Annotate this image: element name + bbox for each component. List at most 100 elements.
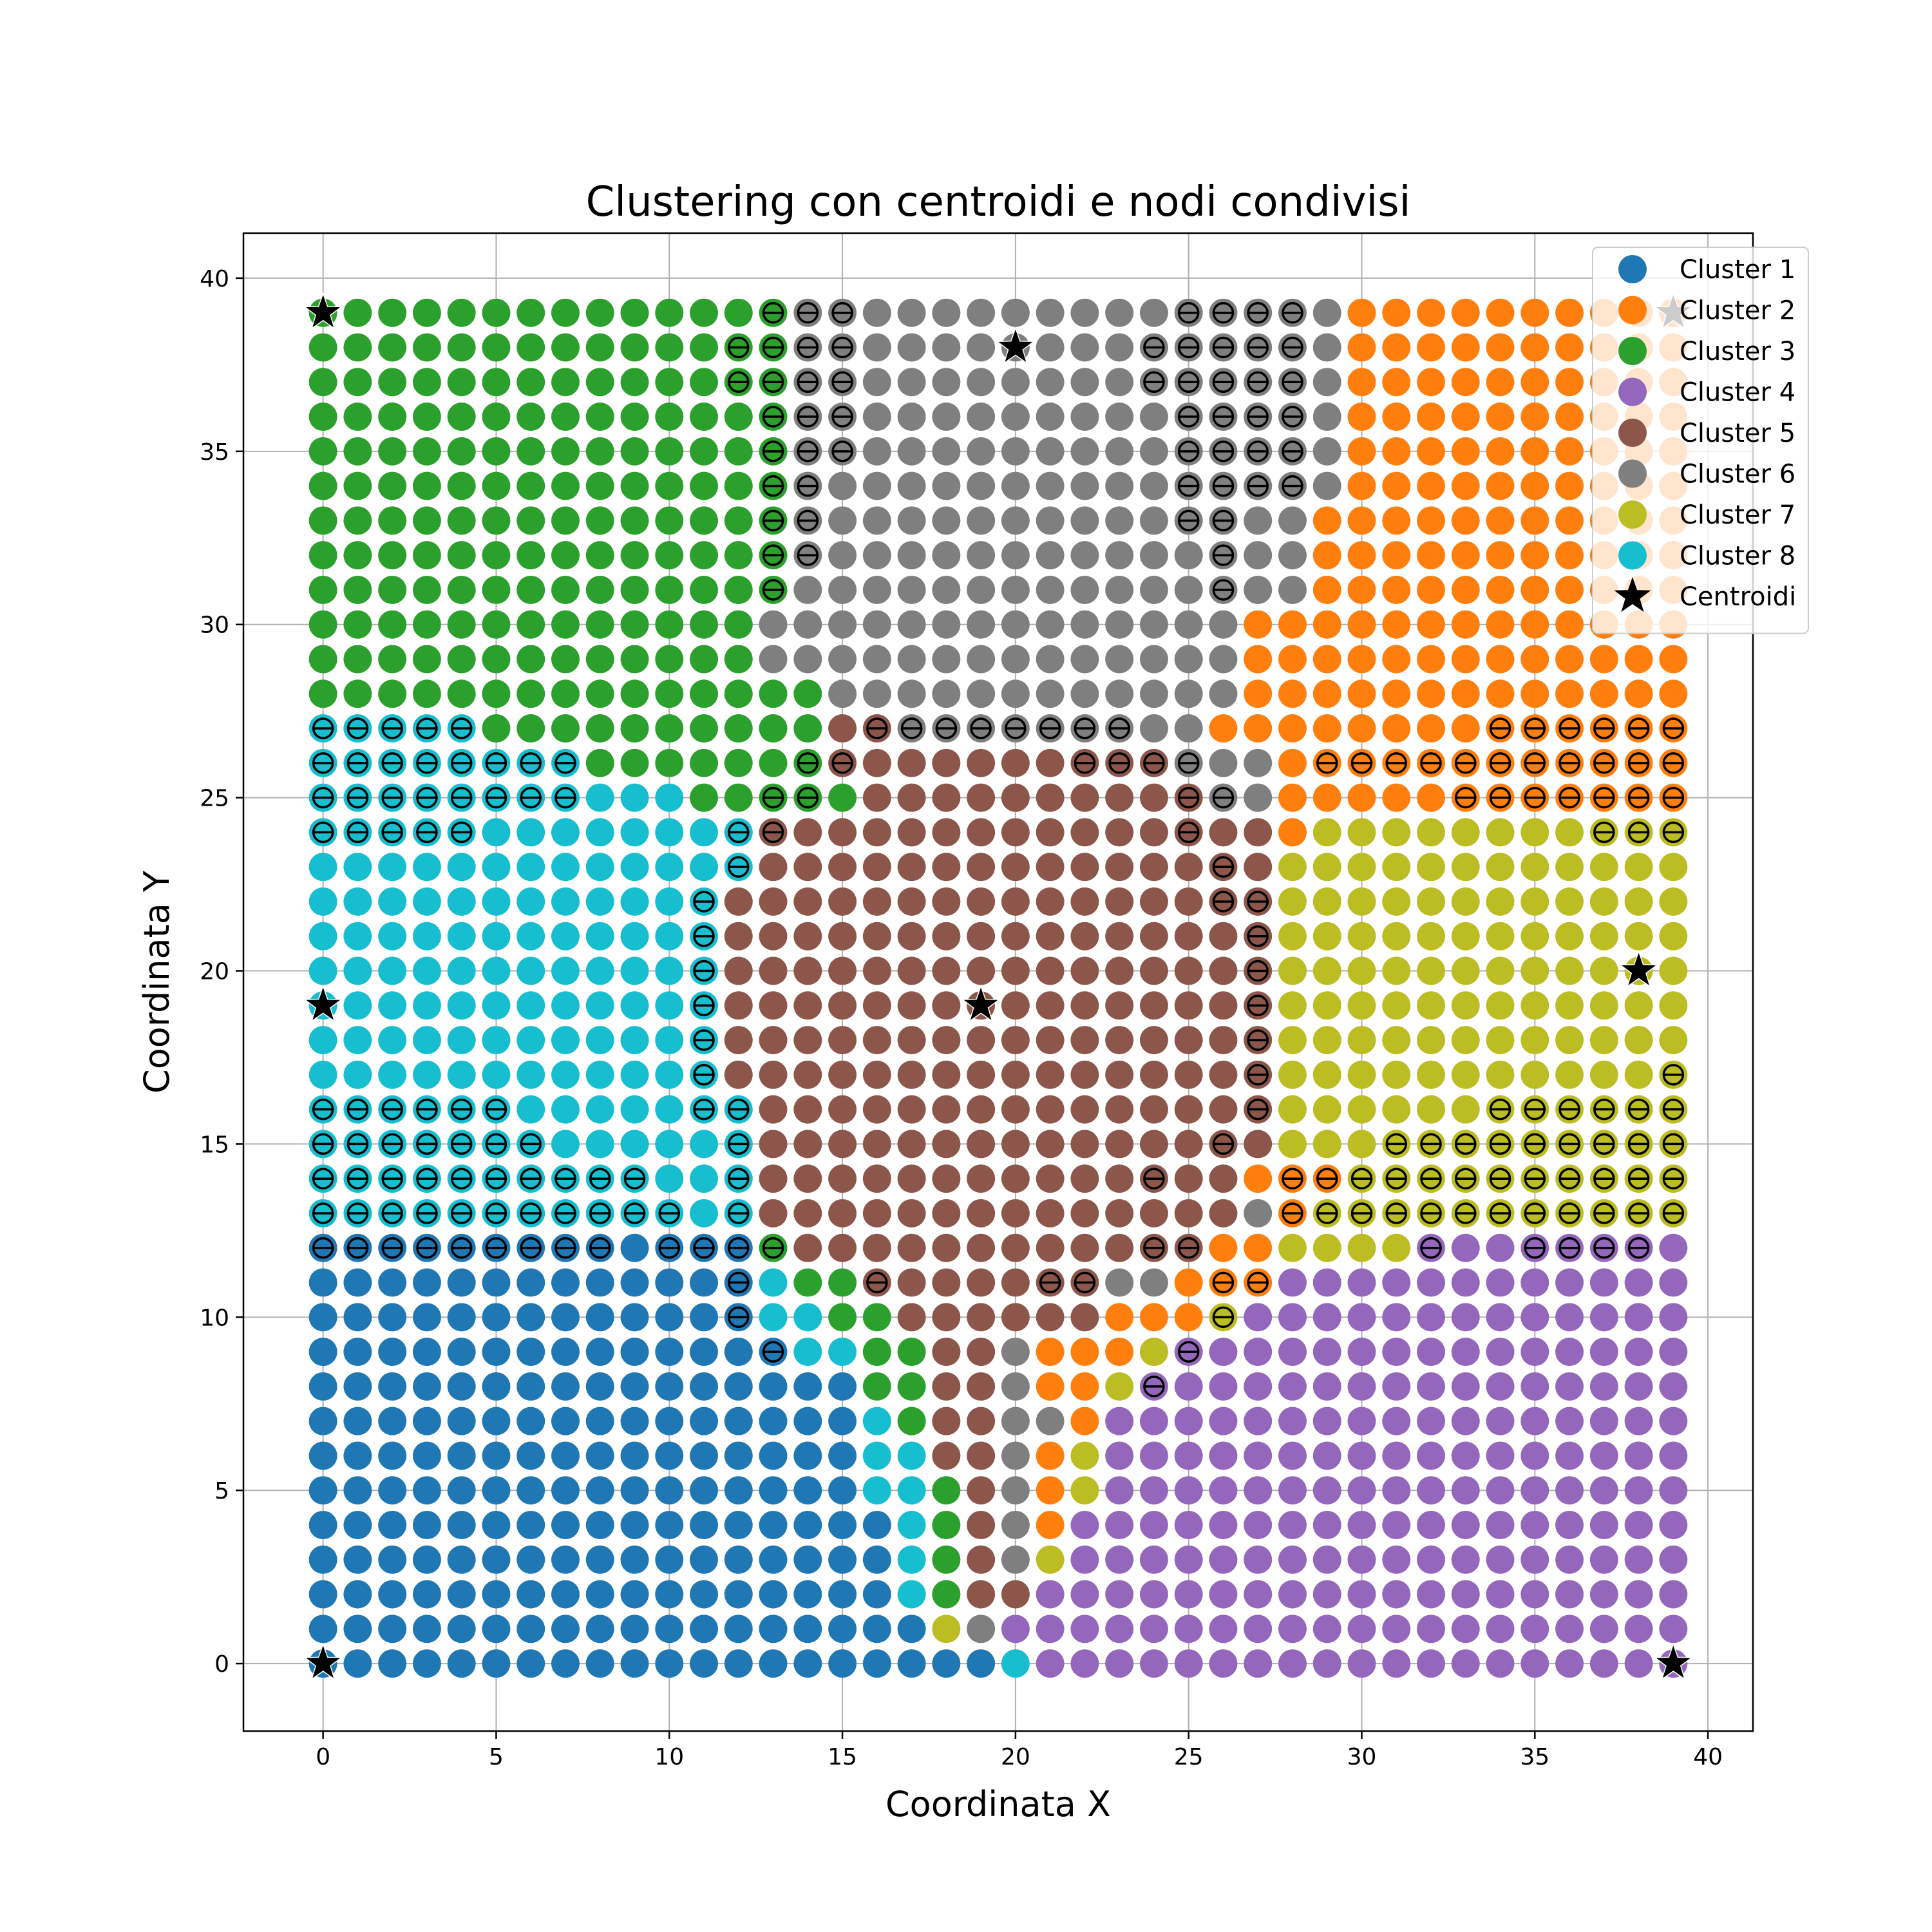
cluster-point <box>1659 1268 1688 1297</box>
shared-node-point <box>655 1233 684 1262</box>
shared-node-point <box>862 1268 891 1297</box>
cluster-point <box>1589 991 1618 1020</box>
cluster-point <box>1209 1476 1238 1505</box>
cluster-point <box>482 298 511 327</box>
cluster-point <box>1486 437 1515 466</box>
cluster-point <box>551 575 580 604</box>
cluster-point <box>1451 818 1480 847</box>
cluster-point <box>1312 956 1341 985</box>
cluster-point <box>551 887 580 916</box>
cluster-point <box>1036 333 1065 362</box>
cluster-point <box>1070 956 1099 985</box>
cluster-point <box>551 1511 580 1540</box>
cluster-point <box>1105 1303 1134 1332</box>
cluster-point <box>516 471 545 500</box>
shared-node-point <box>1070 748 1099 777</box>
cluster-point <box>1555 1476 1584 1505</box>
shared-node-point <box>412 748 441 777</box>
cluster-point <box>412 1338 441 1367</box>
cluster-point <box>482 991 511 1020</box>
cluster-point <box>551 991 580 1020</box>
shared-node-point <box>378 1095 407 1124</box>
cluster-point <box>1520 402 1549 431</box>
cluster-point <box>1139 1198 1168 1227</box>
cluster-point <box>1105 1130 1134 1159</box>
cluster-point <box>1520 1406 1549 1435</box>
cluster-point <box>1555 1303 1584 1332</box>
x-tick-label: 10 <box>654 1744 684 1770</box>
cluster-point <box>724 1338 753 1367</box>
cluster-point <box>620 1060 649 1089</box>
cluster-point <box>620 1615 649 1643</box>
cluster-point <box>447 1268 476 1297</box>
cluster-point <box>1417 368 1446 397</box>
cluster-point <box>655 1060 684 1089</box>
shared-node-point <box>1174 402 1203 431</box>
shared-node-point <box>1520 1095 1549 1124</box>
shared-node-point <box>759 1233 788 1262</box>
cluster-point <box>1486 1303 1515 1332</box>
cluster-point <box>655 887 684 916</box>
cluster-point <box>585 679 614 708</box>
cluster-point <box>1382 541 1411 570</box>
cluster-point <box>1451 437 1480 466</box>
shared-node-point <box>447 1164 476 1193</box>
cluster-point <box>1589 1303 1618 1332</box>
cluster-point <box>1036 1130 1065 1159</box>
cluster-point <box>967 1476 996 1505</box>
cluster-point <box>1105 333 1134 362</box>
cluster-point <box>1139 1338 1168 1367</box>
cluster-point <box>1417 437 1446 466</box>
shared-node-point <box>1278 368 1307 397</box>
cluster-point <box>551 506 580 535</box>
shared-node-point <box>447 1198 476 1227</box>
cluster-point <box>1036 818 1065 847</box>
shared-node-point <box>1520 748 1549 777</box>
cluster-point <box>655 991 684 1020</box>
cluster-point <box>412 1372 441 1401</box>
cluster-point <box>1001 1511 1030 1540</box>
shared-node-point <box>1139 1372 1168 1401</box>
cluster-point <box>724 1372 753 1401</box>
cluster-point <box>343 471 372 500</box>
cluster-point <box>1139 1406 1168 1435</box>
shared-node-point <box>1209 437 1238 466</box>
cluster-point <box>447 1476 476 1505</box>
cluster-point <box>1278 1441 1307 1470</box>
cluster-point <box>1624 1441 1653 1470</box>
shared-node-point <box>516 748 545 777</box>
cluster-point <box>897 1511 926 1540</box>
cluster-point <box>1486 853 1515 882</box>
shared-node-point <box>793 402 822 431</box>
cluster-point <box>1589 1615 1618 1643</box>
cluster-point <box>1589 853 1618 882</box>
cluster-point <box>1589 1026 1618 1055</box>
cluster-point <box>1347 1338 1376 1367</box>
shared-node-point <box>828 402 857 431</box>
cluster-point <box>1001 506 1030 535</box>
shared-node-point <box>793 298 822 327</box>
cluster-point <box>1451 1268 1480 1297</box>
cluster-point <box>1174 1268 1203 1297</box>
cluster-point <box>1417 853 1446 882</box>
cluster-point <box>1417 1372 1446 1401</box>
cluster-point <box>308 437 337 466</box>
shared-node-point <box>759 575 788 604</box>
cluster-point <box>343 1406 372 1435</box>
cluster-point <box>690 471 719 500</box>
shared-node-point <box>516 1130 545 1159</box>
shared-node-point <box>1659 783 1688 812</box>
cluster-point <box>828 1233 857 1262</box>
cluster-point <box>1417 1511 1446 1540</box>
cluster-point <box>793 1026 822 1055</box>
cluster-point <box>1347 1511 1376 1540</box>
cluster-point <box>932 333 961 362</box>
cluster-point <box>516 956 545 985</box>
cluster-point <box>343 991 372 1020</box>
cluster-point <box>1036 402 1065 431</box>
cluster-point <box>690 610 719 639</box>
cluster-point <box>897 1268 926 1297</box>
cluster-point <box>1382 298 1411 327</box>
cluster-point <box>343 437 372 466</box>
shared-node-point <box>1659 714 1688 743</box>
